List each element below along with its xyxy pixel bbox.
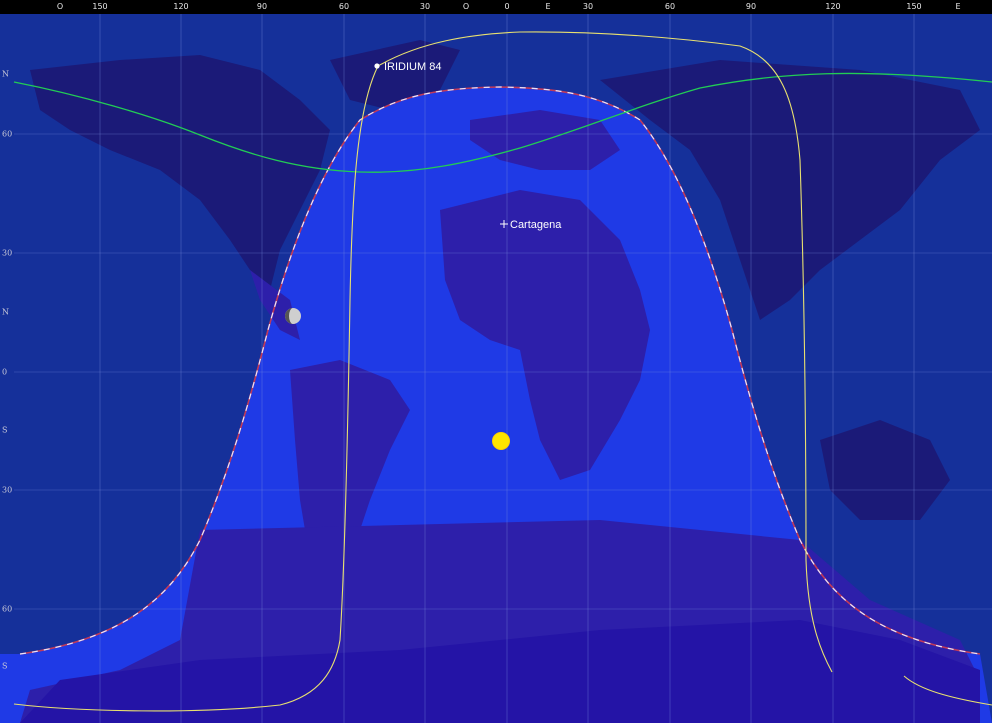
- lon-tick: 0: [504, 2, 510, 11]
- lon-tick: 90: [745, 2, 757, 11]
- east-hemisphere-label: E: [955, 2, 961, 11]
- south-label: S: [2, 425, 8, 435]
- lon-tick: E: [545, 2, 551, 11]
- lat-tick: 30: [2, 485, 13, 495]
- sun-icon: [492, 432, 510, 450]
- lon-tick: 30: [419, 2, 431, 11]
- observer-label: Cartagena: [510, 219, 562, 231]
- lon-tick: O: [462, 2, 470, 11]
- graticule: [14, 14, 992, 723]
- moon-icon: [285, 308, 301, 324]
- longitude-axis: O 150 120 90 60 30 O 0 E 30 60 90 120 15…: [0, 0, 992, 14]
- lon-tick: 150: [92, 2, 108, 11]
- south-label: S: [2, 661, 8, 671]
- lat-tick: 30: [2, 248, 13, 258]
- latitude-axis: N 60 30 N 0 S 30 60 S: [0, 14, 14, 723]
- observer-marker[interactable]: Cartagena: [500, 219, 562, 231]
- satellite-visibility-track-wrap: [903, 675, 992, 706]
- lat-tick: 0: [2, 367, 8, 377]
- lon-tick: 120: [825, 2, 841, 11]
- terminator-dashes: [19, 86, 981, 655]
- lon-tick: 60: [664, 2, 676, 11]
- north-label: N: [2, 69, 9, 79]
- lon-tick: 60: [338, 2, 350, 11]
- orbit-ground-track: [13, 72, 992, 173]
- satellite-visibility-track: [13, 31, 833, 712]
- north-label: N: [2, 307, 9, 317]
- lon-tick: 30: [582, 2, 594, 11]
- satellite-label: IRIDIUM 84: [384, 61, 441, 73]
- satellite-marker[interactable]: IRIDIUM 84: [374, 61, 441, 73]
- lat-tick: 60: [2, 604, 13, 614]
- lon-tick: 90: [256, 2, 268, 11]
- night-landmasses: [30, 40, 980, 520]
- lon-tick: 120: [173, 2, 189, 11]
- antarctica: [20, 620, 980, 723]
- west-hemisphere-label: O: [56, 2, 64, 11]
- lat-tick: 60: [2, 129, 13, 139]
- lon-tick: 150: [906, 2, 922, 11]
